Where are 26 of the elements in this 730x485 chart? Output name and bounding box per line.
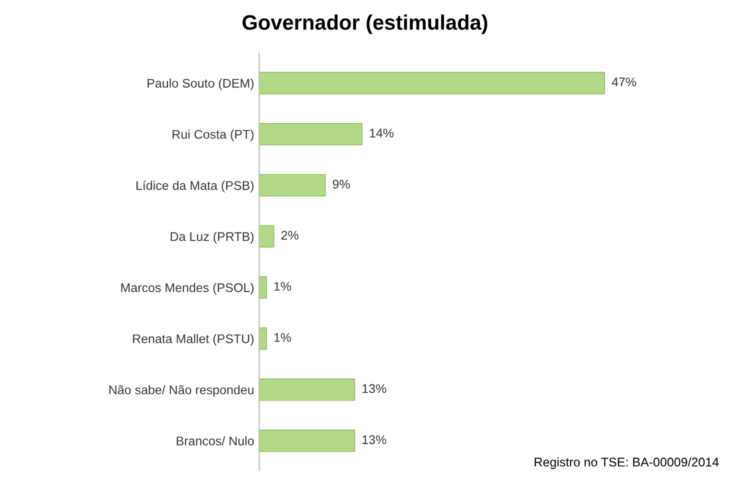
y-tick-label: Paulo Souto (DEM) (148, 78, 254, 90)
annotation: Registro no TSE: BA-00009/2014 (534, 457, 719, 469)
data-label: 47% (612, 78, 636, 86)
y-tick-label: Renata Mallet (PSTU) (133, 334, 254, 346)
bar (259, 174, 326, 196)
bar (259, 327, 267, 350)
y-tick-label: Lídice da Mata (PSB) (136, 180, 254, 192)
data-label: 14% (370, 128, 394, 138)
data-label: 1% (274, 282, 292, 291)
y-tick-label: Da Luz (PRTB) (170, 232, 254, 244)
y-tick-label: Marcos Mendes (PSOL) (121, 282, 254, 295)
data-label: 13% (362, 384, 386, 394)
data-label: 2% (281, 230, 298, 240)
bar (259, 430, 356, 452)
bar (259, 72, 606, 94)
bar (259, 122, 362, 146)
y-tick-label: Rui Costa (PT) (172, 130, 254, 142)
y-tick-label: Brancos/ Nulo (176, 436, 254, 446)
chart-title: Governador (estimulada) (242, 14, 488, 34)
bar (259, 378, 356, 401)
data-label: 13% (362, 435, 386, 444)
data-label: 1% (274, 333, 292, 342)
bar (259, 225, 274, 248)
y-tick-label: Não sabe/ Não respondeu (109, 385, 254, 397)
bar (259, 276, 267, 299)
data-label: 9% (332, 180, 350, 189)
